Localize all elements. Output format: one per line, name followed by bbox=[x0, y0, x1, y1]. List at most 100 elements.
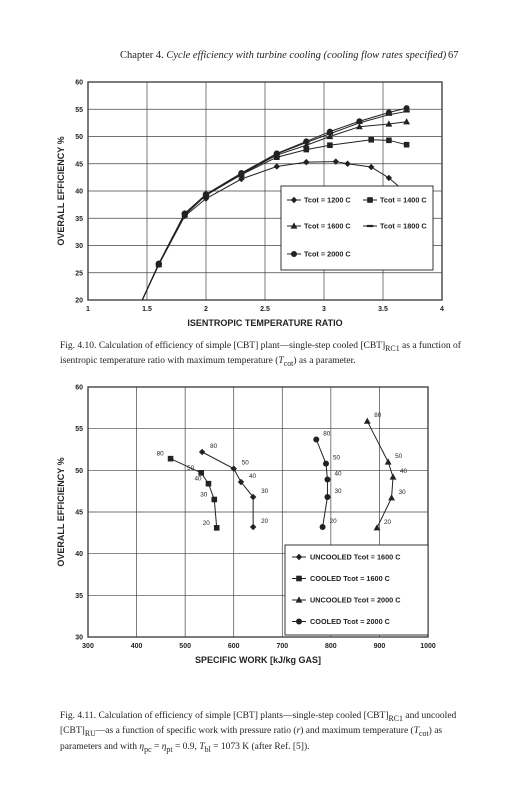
data-point bbox=[303, 158, 310, 166]
data-point bbox=[167, 455, 174, 462]
caption-text-8: = 1073 K (after Ref. [5]). bbox=[210, 741, 310, 752]
y-tick-label: 55 bbox=[75, 107, 83, 114]
y-tick-label: 45 bbox=[75, 161, 83, 168]
x-tick-label: 1000 bbox=[420, 643, 436, 650]
data-point bbox=[273, 163, 280, 170]
caption-text-4: ) and maximum temperature ( bbox=[300, 726, 414, 737]
y-tick-label: 45 bbox=[75, 510, 83, 517]
caption-var-tbl: T bbox=[199, 741, 205, 752]
data-point bbox=[326, 128, 333, 135]
y-tick-label: 30 bbox=[75, 243, 83, 250]
caption-text: Calculation of efficiency of simple [CBT… bbox=[98, 341, 386, 351]
data-point bbox=[213, 525, 220, 531]
series-line bbox=[315, 439, 328, 528]
data-point bbox=[303, 146, 310, 153]
x-tick-label: 3 bbox=[322, 306, 326, 313]
legend-label: UNCOOLED Tcot = 2000 C bbox=[310, 596, 401, 605]
x-tick-label: 500 bbox=[179, 643, 191, 650]
data-point bbox=[203, 191, 209, 198]
x-tick-label: 300 bbox=[82, 643, 94, 650]
x-tick-label: 3.5 bbox=[378, 306, 388, 313]
x-tick-label: 600 bbox=[228, 643, 240, 650]
data-point bbox=[389, 473, 397, 480]
data-point bbox=[356, 118, 363, 125]
y-tick-label: 40 bbox=[75, 551, 83, 558]
x-tick-label: 900 bbox=[374, 643, 386, 650]
x-tick-label: 400 bbox=[131, 643, 143, 650]
y-tick-label: 30 bbox=[75, 635, 83, 642]
legend-marker bbox=[296, 575, 302, 582]
data-point bbox=[249, 493, 257, 501]
legend-label: Tcot = 1600 C bbox=[304, 222, 351, 231]
data-point bbox=[205, 480, 212, 487]
legend-label: COOLED Tcot = 2000 C bbox=[310, 617, 391, 626]
data-point bbox=[237, 478, 245, 486]
x-tick-label: 1 bbox=[86, 306, 90, 313]
x-tick-label: 800 bbox=[325, 643, 337, 650]
legend-box bbox=[284, 544, 429, 636]
y-tick-label: 60 bbox=[75, 385, 83, 392]
data-point bbox=[385, 109, 392, 116]
data-point bbox=[386, 137, 392, 144]
legend-marker bbox=[290, 196, 298, 204]
data-point bbox=[302, 141, 310, 148]
y-tick-label: 55 bbox=[75, 426, 83, 433]
point-label: 40 bbox=[400, 468, 408, 475]
caption-label: Fig. 4.11. bbox=[60, 711, 97, 721]
caption-text-2: as a function of isentropic temperature … bbox=[60, 341, 461, 367]
point-label: 20 bbox=[330, 518, 338, 525]
legend-label: Tcot = 1200 C bbox=[304, 196, 351, 205]
caption-fig-4-11: Fig. 4.11. Calculation of efficiency of … bbox=[60, 710, 480, 756]
y-axis-title: OVERALL EFFICIENCY % bbox=[56, 457, 66, 566]
data-point bbox=[181, 210, 188, 217]
data-point bbox=[384, 458, 392, 465]
point-label: 20 bbox=[384, 519, 392, 526]
y-tick-label: 50 bbox=[75, 468, 83, 475]
point-label: 30 bbox=[261, 488, 269, 495]
legend-marker bbox=[295, 553, 303, 561]
caption-text-3: —as a function of specific work with pre… bbox=[95, 726, 297, 737]
data-point bbox=[385, 120, 393, 127]
data-point bbox=[356, 123, 363, 130]
data-point bbox=[249, 523, 257, 531]
caption-text-6: = bbox=[151, 741, 162, 752]
y-tick-label: 25 bbox=[75, 270, 83, 277]
legend-label: COOLED Tcot = 1600 C bbox=[310, 574, 391, 583]
y-tick-label: 35 bbox=[75, 593, 83, 600]
point-label: 20 bbox=[261, 518, 269, 525]
caption-text-5: ) as parameters and with bbox=[60, 726, 443, 752]
y-axis-title: OVERALL EFFICIENCY % bbox=[56, 136, 66, 245]
point-label: 50 bbox=[187, 465, 195, 472]
x-tick-label: 2.5 bbox=[260, 306, 270, 313]
point-label: 80 bbox=[157, 451, 165, 458]
x-axis-title: ISENTROPIC TEMPERATURE RATIO bbox=[187, 318, 342, 328]
data-point bbox=[238, 170, 245, 177]
running-head: Chapter 4. Cycle efficiency with turbine… bbox=[120, 50, 446, 61]
data-point bbox=[230, 465, 237, 472]
data-point bbox=[403, 110, 410, 113]
data-point bbox=[344, 160, 351, 167]
caption-var: T bbox=[278, 356, 284, 367]
caption-eta-2: η bbox=[161, 741, 167, 752]
caption-text: Calculation of efficiency of simple [CBT… bbox=[98, 711, 389, 721]
point-label: 40 bbox=[334, 471, 342, 478]
data-point bbox=[324, 476, 331, 483]
data-point bbox=[211, 496, 218, 503]
data-point bbox=[198, 448, 206, 456]
point-label: 40 bbox=[249, 473, 257, 480]
point-label: 50 bbox=[395, 453, 403, 460]
point-label: 40 bbox=[194, 476, 202, 483]
data-point bbox=[373, 524, 381, 531]
data-point bbox=[363, 417, 371, 424]
caption-eta-1: η bbox=[139, 741, 145, 752]
data-point bbox=[313, 436, 320, 443]
data-point bbox=[303, 138, 310, 145]
y-tick-label: 50 bbox=[75, 134, 83, 141]
legend-box bbox=[280, 185, 434, 271]
legend-label: Tcot = 1800 C bbox=[380, 222, 427, 231]
data-point bbox=[324, 494, 331, 500]
data-point bbox=[403, 118, 410, 125]
point-label: 80 bbox=[323, 431, 331, 438]
